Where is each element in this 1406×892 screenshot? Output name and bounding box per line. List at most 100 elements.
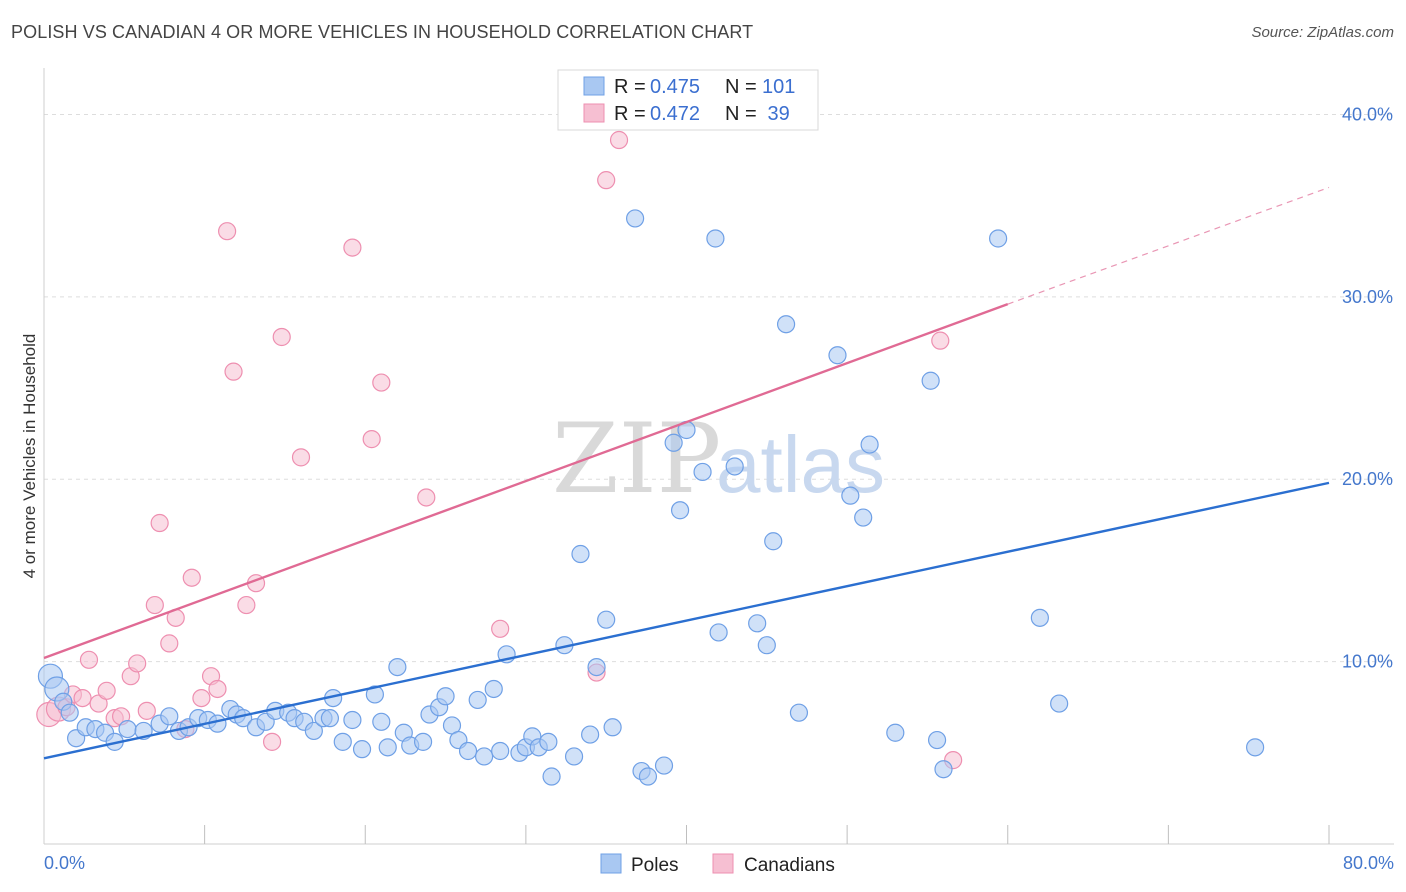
canadians-point-37 [931, 331, 950, 350]
poles-point-33 [352, 740, 372, 759]
stats-r-value-poles: 0.475 [650, 76, 700, 98]
x-tick-label-min: 0.0% [44, 853, 85, 873]
canadians-point-22 [218, 222, 237, 241]
poles-point-76 [748, 614, 767, 633]
canadians-point-32 [417, 488, 436, 507]
gridlines [44, 113, 1394, 663]
poles-point-35 [372, 712, 391, 731]
poles-point-87 [927, 730, 947, 750]
canadians-point-4 [73, 688, 92, 708]
poles-point-56 [539, 732, 558, 751]
canadians-point-5 [79, 650, 99, 669]
poles-point-72 [693, 462, 712, 482]
y-tick-label-30: 30.0% [1342, 287, 1393, 307]
poles-point-84 [860, 435, 879, 454]
canadians-point-26 [262, 732, 282, 751]
canadians-point-35 [597, 171, 616, 190]
poles-point-50 [491, 741, 510, 761]
poles-point-48 [475, 747, 494, 766]
y-tick-labels: 10.0% 20.0% 30.0% 40.0% [1342, 104, 1393, 671]
canadians-point-23 [224, 362, 243, 381]
stats-r-label-canadians: R = [614, 103, 646, 125]
poles-point-83 [854, 508, 873, 527]
canadians-point-13 [145, 595, 164, 615]
poles-point-64 [603, 718, 622, 737]
canadians-point-21 [208, 679, 227, 699]
canadians-trendline [43, 303, 1009, 660]
poles-point-40 [413, 732, 433, 751]
legend-swatch-canadians [712, 853, 734, 874]
poles-point-12 [160, 707, 179, 726]
poles-point-68 [654, 756, 674, 775]
stats-swatch-canadians [583, 103, 605, 123]
poles-point-34 [365, 685, 384, 704]
poles-point-37 [388, 657, 407, 677]
series-poles [37, 209, 1265, 786]
y-tick-label-40: 40.0% [1342, 104, 1393, 124]
poles-point-62 [587, 657, 606, 677]
canadians-point-33 [491, 619, 510, 638]
legend-label-poles: Poles [631, 855, 679, 876]
canadians-point-36 [609, 130, 629, 150]
poles-point-59 [564, 747, 584, 766]
poles-point-61 [581, 725, 600, 744]
y-tick-label-10: 10.0% [1342, 652, 1393, 672]
stats-n-label-canadians: N = [725, 103, 757, 125]
watermark: ZIP atlas [552, 403, 885, 515]
canadians-point-30 [362, 430, 381, 449]
poles-point-47 [468, 690, 487, 710]
poles-point-70 [670, 501, 690, 520]
poles-point-9 [118, 719, 137, 739]
poles-point-17 [208, 714, 227, 733]
poles-point-73 [706, 229, 725, 248]
canadians-point-27 [272, 327, 291, 347]
legend: Poles Canadians [600, 853, 835, 876]
poles-point-89 [989, 229, 1008, 248]
poles-point-29 [320, 709, 340, 728]
stats-n-value-poles: 101 [762, 76, 795, 98]
poles-point-31 [333, 732, 352, 751]
poles-point-46 [458, 741, 478, 761]
poles-point-82 [841, 486, 860, 505]
canadians-point-7 [97, 681, 116, 700]
legend-swatch-poles [600, 853, 622, 874]
stats-r-label-poles: R = [614, 76, 646, 98]
canadians-point-31 [372, 373, 391, 392]
poles-point-86 [921, 371, 940, 390]
canadians-point-28 [291, 448, 311, 467]
stats-r-value-canadians: 0.472 [650, 103, 700, 125]
poles-point-81 [828, 346, 847, 365]
stats-n-label-poles: N = [725, 76, 757, 98]
poles-point-63 [597, 610, 616, 629]
poles-point-92 [1246, 738, 1265, 757]
watermark-zip: ZIP [552, 403, 721, 515]
poles-point-67 [638, 767, 658, 786]
poles-point-60 [571, 544, 590, 564]
poles-point-32 [343, 710, 362, 730]
stats-swatch-poles [583, 76, 605, 96]
canadians-point-18 [182, 568, 201, 587]
poles-point-88 [934, 760, 953, 779]
canadians-point-15 [160, 634, 179, 653]
legend-label-canadians: Canadians [744, 855, 835, 876]
poles-point-91 [1050, 694, 1069, 713]
poles-point-3 [60, 703, 79, 722]
poles-point-69 [664, 433, 683, 452]
poles-point-27 [304, 721, 323, 741]
canadians-point-12 [137, 701, 156, 720]
poles-point-80 [789, 703, 809, 722]
poles-point-74 [709, 623, 728, 642]
poles-point-77 [757, 636, 776, 655]
canadians-trendline-extension [1007, 186, 1330, 305]
x-ticks [204, 825, 1330, 844]
chart-title: POLISH VS CANADIAN 4 OR MORE VEHICLES IN… [11, 22, 754, 42]
poles-point-65 [625, 209, 645, 228]
trendlines [43, 186, 1330, 760]
canadians-point-11 [128, 654, 147, 673]
poles-point-90 [1030, 608, 1049, 627]
poles-point-79 [776, 315, 796, 334]
poles-point-57 [542, 767, 561, 786]
y-tick-label-20: 20.0% [1342, 469, 1393, 489]
chart-source: Source: ZipAtlas.com [1251, 24, 1394, 41]
